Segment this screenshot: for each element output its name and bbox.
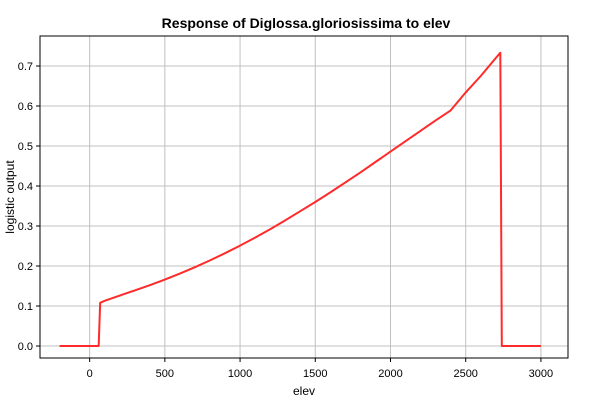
y-tick-label: 0.4 — [18, 181, 33, 193]
y-axis-label: logistic output — [3, 160, 17, 234]
x-axis-label: elev — [293, 384, 315, 398]
y-tick-label: 0.1 — [18, 301, 33, 313]
x-tick-label: 1000 — [228, 368, 252, 380]
grid — [40, 36, 568, 358]
x-tick-label: 2000 — [378, 368, 402, 380]
series — [59, 51, 541, 347]
y-tick-label: 0.7 — [18, 61, 33, 73]
y-tick-label: 0.5 — [18, 141, 33, 153]
y-tick-label: 0.3 — [18, 221, 33, 233]
y-tick-label: 0.0 — [18, 341, 33, 353]
x-tick-label: 3000 — [529, 368, 553, 380]
plot-frame — [39, 35, 569, 359]
y-tick-label: 0.2 — [18, 261, 33, 273]
x-tick-label: 1500 — [303, 368, 327, 380]
x-tick-label: 500 — [156, 368, 174, 380]
x-tick-label: 0 — [87, 368, 93, 380]
ticks: 0 500 1000 1500 2000 2500 3000 0.0 0.1 0.2 0.3 0.4 0… — [18, 61, 553, 380]
chart-title: Response of Diglossa.gloriosissima to el… — [162, 15, 451, 31]
plot-area — [39, 35, 569, 359]
series-line — [59, 51, 541, 347]
y-tick-label: 0.6 — [18, 101, 33, 113]
x-tick-label: 2500 — [453, 368, 477, 380]
